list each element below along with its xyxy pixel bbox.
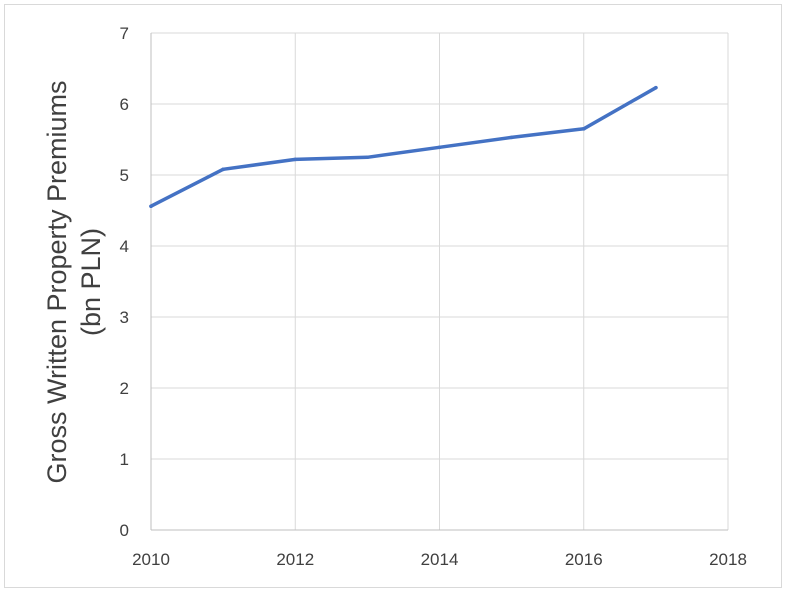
y-tick-label: 4 [120,237,129,256]
data-point [365,155,370,160]
y-tick-label: 6 [120,95,129,114]
y-tick-label: 3 [120,308,129,327]
y-tick-label: 7 [120,24,129,43]
data-point [509,135,514,140]
axes [150,33,728,531]
series-line [149,85,658,208]
x-tick-label: 2010 [132,550,170,569]
x-tick-label: 2016 [565,550,603,569]
y-axis-title-line1: Gross Written Property Premiums [42,80,72,483]
y-tick-label: 0 [120,521,129,540]
data-point [437,145,442,150]
x-tick-label: 2014 [421,550,459,569]
data-point [221,167,225,172]
y-axis-title-line2: (bn PLN) [76,228,106,336]
y-tick-label: 1 [120,450,129,469]
chart-frame [4,4,782,588]
x-tick-label: 2018 [709,550,747,569]
tick-labels: 0 1 2 3 4 5 6 7 2010 2012 2014 2016 2018 [120,24,747,569]
x-tick-label: 2012 [276,550,314,569]
series-layer [149,85,658,209]
y-tick-label: 5 [120,166,129,185]
y-tick-label: 2 [120,379,129,398]
data-point [581,127,586,131]
data-point [149,204,153,209]
data-point [654,85,658,90]
gridlines [151,32,729,530]
data-point [293,157,298,162]
